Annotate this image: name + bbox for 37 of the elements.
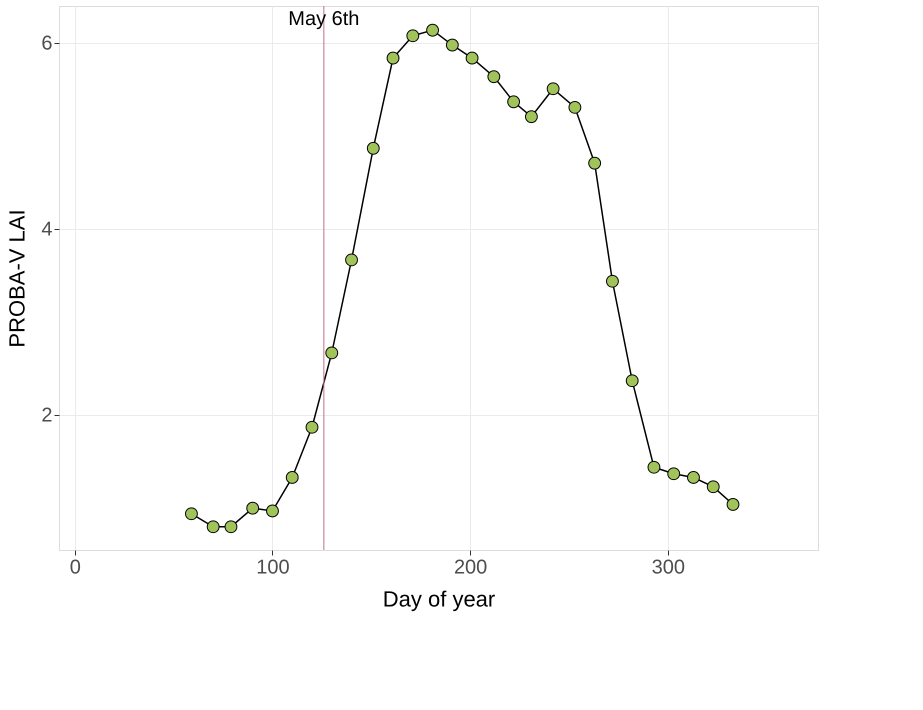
point xyxy=(325,346,338,360)
point xyxy=(726,498,740,511)
y-tick-label: 4 xyxy=(41,218,52,241)
y-tick-label: 6 xyxy=(41,32,52,55)
x-tick-label: 100 xyxy=(256,556,290,578)
point xyxy=(568,100,582,114)
point xyxy=(246,502,260,515)
y-axis-title: PROBA-V LAI xyxy=(4,209,30,348)
point xyxy=(706,480,720,494)
point xyxy=(386,52,400,64)
point xyxy=(286,471,299,484)
x-tick-label: 300 xyxy=(652,556,685,578)
point xyxy=(546,82,560,96)
point xyxy=(426,24,439,37)
point xyxy=(466,52,479,64)
point xyxy=(507,95,520,108)
point xyxy=(345,253,358,266)
y-tick-label: 2 xyxy=(41,404,52,427)
point xyxy=(185,507,198,520)
point xyxy=(687,471,700,484)
point xyxy=(487,70,500,84)
point xyxy=(406,29,420,42)
point xyxy=(266,504,279,518)
point xyxy=(446,38,459,52)
point xyxy=(524,110,538,124)
x-tick-label: 200 xyxy=(454,556,488,578)
x-tick-label: 0 xyxy=(70,556,81,578)
point xyxy=(206,520,220,534)
point xyxy=(648,460,660,474)
point xyxy=(606,274,619,288)
point xyxy=(667,467,680,480)
point xyxy=(588,156,602,170)
point xyxy=(224,520,238,534)
x-axis-title: Day of year xyxy=(382,586,496,612)
point xyxy=(626,374,639,388)
point xyxy=(306,420,318,434)
point xyxy=(366,142,380,155)
